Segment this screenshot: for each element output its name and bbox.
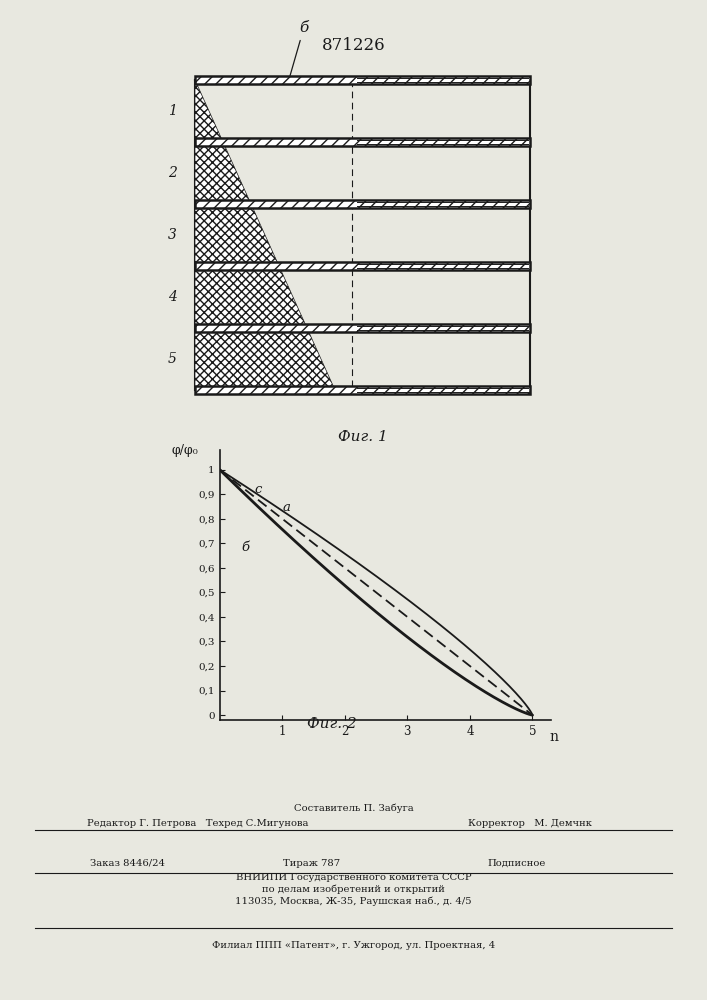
Text: Фиг. 2: Фиг. 2 [308,717,357,731]
Text: φ/φ₀: φ/φ₀ [172,444,199,457]
Polygon shape [195,328,335,390]
Text: по делам изобретений и открытий: по делам изобретений и открытий [262,884,445,894]
Text: 4: 4 [168,290,177,304]
Polygon shape [195,262,530,270]
Text: 871226: 871226 [322,36,385,53]
Text: Фиг. 1: Фиг. 1 [338,430,387,444]
Polygon shape [195,80,223,142]
Text: ВНИИПИ Государственного комитета СССР: ВНИИПИ Государственного комитета СССР [235,872,472,882]
Polygon shape [195,76,530,84]
Text: Филиал ППП «Патент», г. Ужгород, ул. Проектная, 4: Филиал ППП «Патент», г. Ужгород, ул. Про… [212,942,495,950]
Polygon shape [195,138,530,146]
Polygon shape [195,386,530,394]
Text: б: б [290,21,308,77]
Text: б: б [242,541,250,554]
Text: 1: 1 [168,104,177,118]
Text: 113035, Москва, Ж-35, Раушская наб., д. 4/5: 113035, Москва, Ж-35, Раушская наб., д. … [235,896,472,906]
Text: а: а [282,501,290,514]
Polygon shape [195,204,279,266]
Polygon shape [195,142,251,204]
Polygon shape [195,200,530,208]
Text: 5: 5 [168,352,177,366]
Text: Заказ 8446/24: Заказ 8446/24 [90,858,165,867]
Text: Редактор Г. Петрова   Техред С.Мигунова: Редактор Г. Петрова Техред С.Мигунова [87,818,309,827]
Text: с: с [254,483,262,496]
Polygon shape [195,266,307,328]
Text: Составитель П. Забуга: Составитель П. Забуга [293,803,414,813]
Text: 3: 3 [168,228,177,242]
Text: n: n [550,730,559,744]
Text: Тираж 787: Тираж 787 [283,858,339,867]
Text: Корректор   М. Демчнк: Корректор М. Демчнк [468,818,592,827]
Polygon shape [195,324,530,332]
Text: Подписное: Подписное [487,858,545,867]
Text: 2: 2 [168,166,177,180]
